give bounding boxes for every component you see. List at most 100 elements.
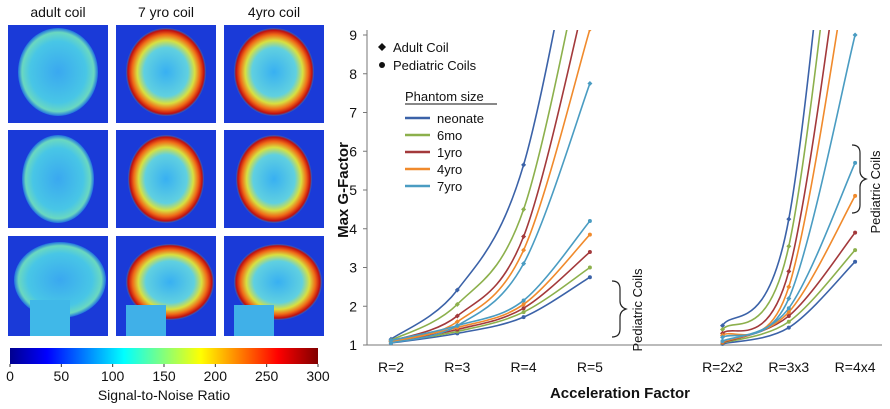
point bbox=[720, 339, 725, 344]
series-line bbox=[721, 30, 831, 335]
colorbar-tick-label: 100 bbox=[101, 368, 125, 384]
scan bbox=[126, 305, 166, 336]
colorbar-tick-label: 250 bbox=[255, 368, 279, 384]
point bbox=[786, 268, 792, 274]
point bbox=[786, 319, 791, 324]
x-tick-label: R=4x4 bbox=[835, 359, 876, 375]
point bbox=[521, 261, 527, 267]
point bbox=[853, 160, 858, 165]
point bbox=[454, 287, 460, 293]
point bbox=[786, 243, 792, 249]
point bbox=[454, 313, 460, 319]
y-tick-label: 7 bbox=[349, 105, 357, 121]
point bbox=[521, 162, 527, 168]
mri-images bbox=[8, 25, 868, 364]
scan bbox=[234, 244, 322, 320]
y-tick-label: 5 bbox=[349, 182, 357, 198]
scan bbox=[18, 28, 98, 116]
legend-label: Pediatric Coils bbox=[393, 58, 477, 73]
scan bbox=[22, 135, 94, 223]
point bbox=[786, 296, 792, 301]
scan bbox=[128, 135, 204, 223]
point bbox=[720, 334, 725, 340]
legend-marker bbox=[378, 43, 386, 51]
point bbox=[587, 250, 592, 254]
series-line bbox=[390, 83, 591, 344]
x-axis-title: Acceleration Factor bbox=[550, 385, 690, 402]
point bbox=[720, 323, 725, 329]
point bbox=[720, 327, 725, 332]
colorbar-tick-label: 50 bbox=[54, 368, 70, 384]
scan bbox=[234, 28, 314, 116]
column-title: 7 yro coil bbox=[138, 4, 194, 20]
legend-label: Adult Coil bbox=[393, 40, 449, 55]
x-tick-label: R=2x2 bbox=[702, 359, 743, 375]
legend-marker bbox=[379, 62, 385, 68]
point bbox=[588, 30, 592, 32]
point bbox=[521, 310, 526, 315]
point bbox=[587, 80, 593, 86]
x-tick-label: R=4 bbox=[511, 359, 537, 375]
point bbox=[521, 234, 527, 239]
point bbox=[454, 301, 460, 307]
column-title: adult coil bbox=[30, 4, 85, 20]
point bbox=[786, 306, 791, 311]
plot-area bbox=[388, 30, 858, 346]
y-tick-label: 6 bbox=[349, 143, 357, 159]
legend-label: 7yro bbox=[437, 179, 462, 194]
y-tick-label: 3 bbox=[349, 260, 357, 276]
point bbox=[853, 230, 858, 235]
point bbox=[786, 310, 791, 315]
scan bbox=[234, 305, 274, 336]
series-line bbox=[722, 162, 856, 342]
scan bbox=[126, 28, 206, 116]
series-line bbox=[390, 234, 591, 342]
legend-label: 6mo bbox=[437, 128, 462, 143]
y-tick-label: 2 bbox=[349, 298, 357, 314]
colorbar bbox=[10, 348, 318, 364]
point bbox=[786, 216, 792, 222]
point bbox=[521, 206, 527, 212]
annotation: Pediatric Coils bbox=[868, 150, 883, 234]
point bbox=[786, 284, 792, 290]
point bbox=[521, 306, 526, 311]
point bbox=[521, 315, 526, 320]
point bbox=[587, 265, 592, 270]
series-line bbox=[390, 251, 591, 343]
annotation: Pediatric Coils bbox=[630, 268, 645, 352]
point bbox=[587, 219, 592, 223]
point bbox=[786, 313, 791, 318]
colorbar-tick-label: 200 bbox=[204, 368, 228, 384]
series-line bbox=[390, 30, 555, 340]
colorbar-tick-label: 150 bbox=[152, 368, 176, 384]
point bbox=[521, 247, 527, 253]
y-axis-title: Max G-Factor bbox=[335, 142, 352, 238]
scan bbox=[126, 244, 214, 320]
point bbox=[853, 259, 858, 264]
legend-label: neonate bbox=[437, 111, 484, 126]
point bbox=[454, 319, 460, 325]
legend-label: 1yro bbox=[437, 145, 462, 160]
brace bbox=[611, 280, 628, 338]
colorbar-tick-label: 300 bbox=[306, 368, 330, 384]
scan bbox=[236, 135, 312, 223]
point bbox=[852, 32, 858, 38]
x-tick-label: R=5 bbox=[577, 359, 603, 375]
point bbox=[853, 193, 858, 198]
x-tick-label: R=3 bbox=[444, 359, 470, 375]
scan bbox=[30, 300, 70, 336]
legend-label: 4yro bbox=[437, 162, 462, 177]
y-tick-label: 4 bbox=[349, 221, 357, 237]
scan bbox=[14, 242, 106, 318]
point bbox=[786, 325, 791, 330]
series-line bbox=[390, 220, 591, 342]
point bbox=[587, 275, 592, 280]
series-line bbox=[390, 30, 568, 342]
point bbox=[521, 302, 526, 307]
y-tick-label: 9 bbox=[349, 27, 357, 43]
legend-title: Phantom size bbox=[405, 89, 484, 104]
x-tick-label: R=3x3 bbox=[768, 359, 809, 375]
y-tick-label: 8 bbox=[349, 66, 357, 82]
series-line bbox=[721, 30, 815, 327]
